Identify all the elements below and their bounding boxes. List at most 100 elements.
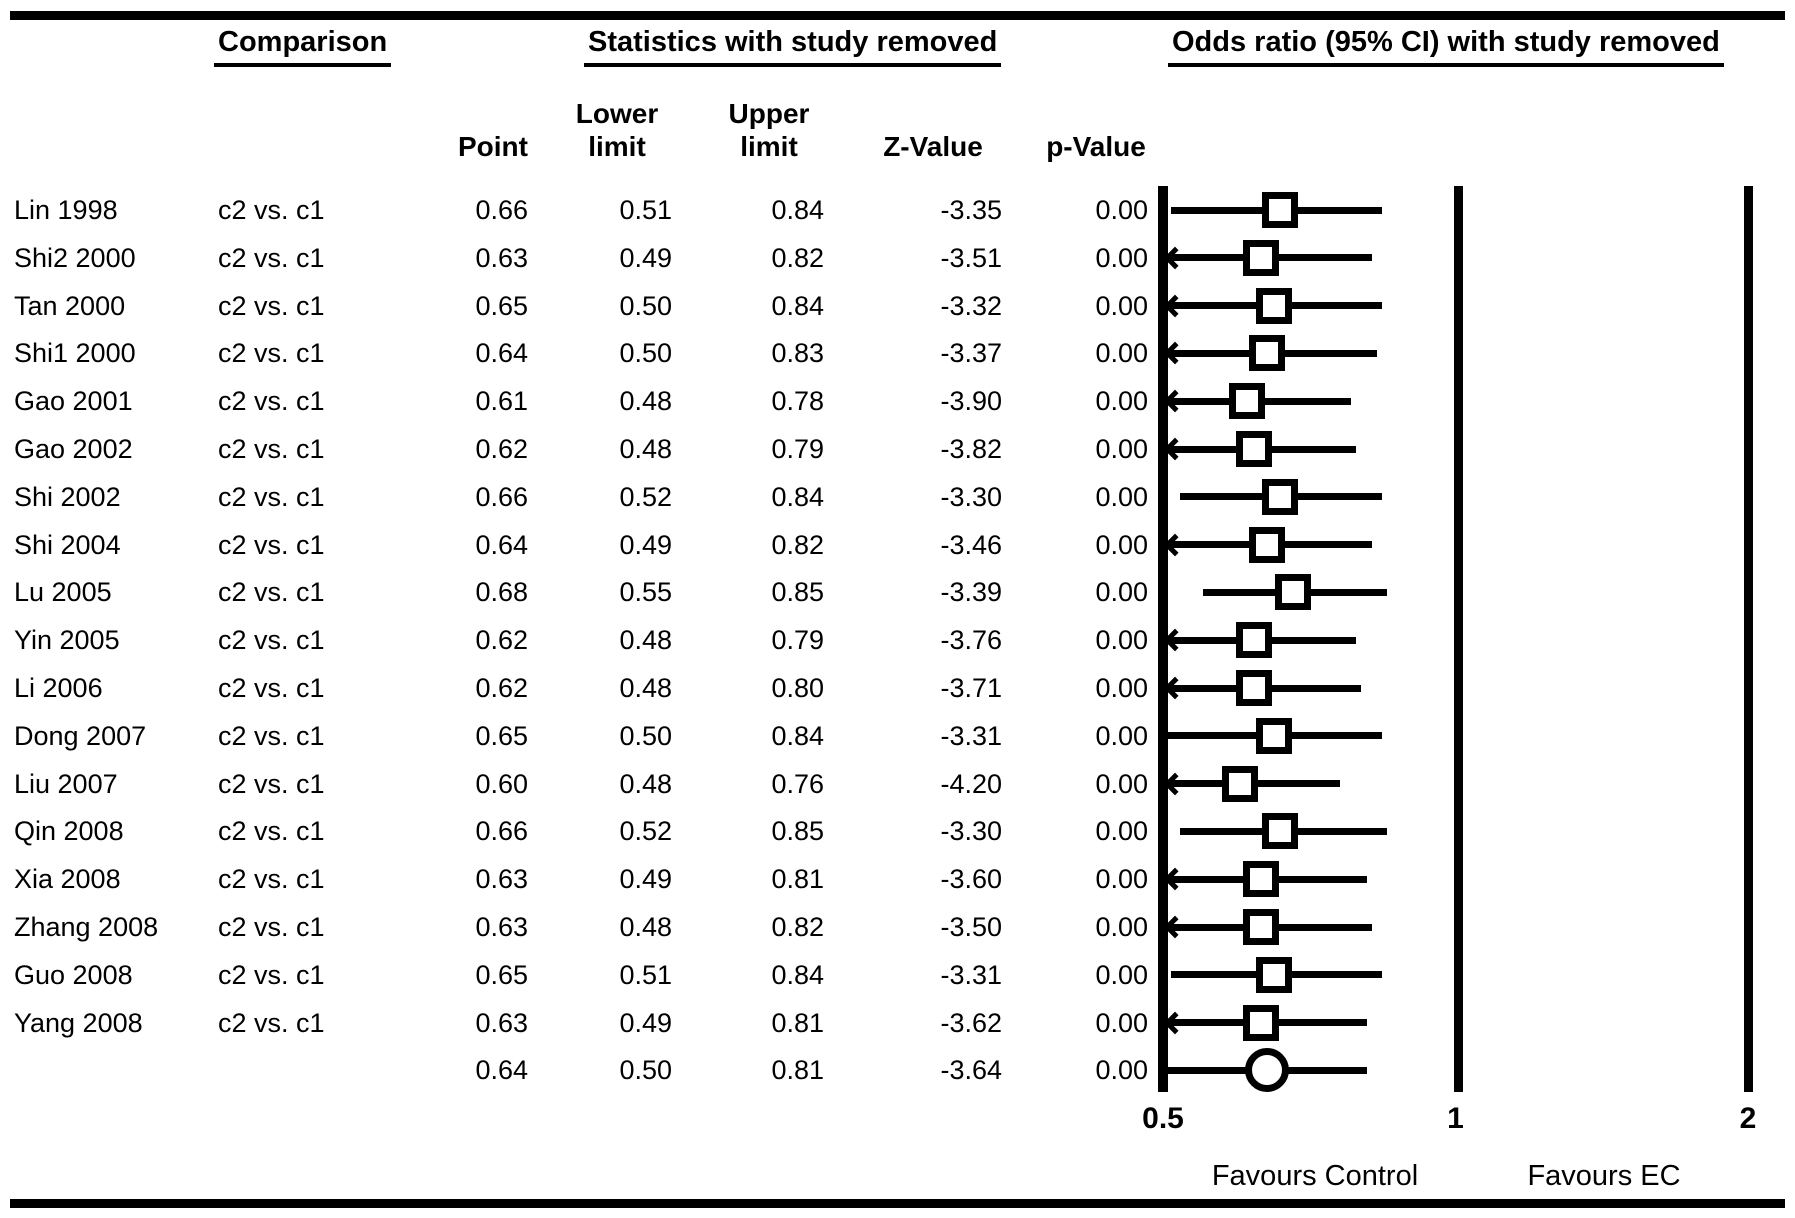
z-value: -3.30 xyxy=(940,816,1002,847)
lower-limit-value: 0.48 xyxy=(619,912,672,942)
upper-limit-value: 0.79 xyxy=(771,625,824,656)
statistics-group-header: Statistics with study removed xyxy=(584,26,1002,67)
study-label: Shi1 2000 xyxy=(14,338,136,369)
point-value: 0.63 xyxy=(475,912,528,942)
lower-limit-value: 0.50 xyxy=(619,720,672,751)
or-square-marker xyxy=(1235,622,1272,659)
study-label: Yang 2008 xyxy=(14,1007,143,1038)
p-value: 0.00 xyxy=(1095,338,1148,369)
lower-limit-line1: Lower xyxy=(575,98,659,129)
z-value: -3.31 xyxy=(940,959,1002,990)
point-value: 0.63 xyxy=(475,1007,528,1038)
comparison-label: c2 vs. c1 xyxy=(218,959,325,990)
or-square-marker xyxy=(1255,287,1292,324)
z-value: -4.20 xyxy=(940,768,1002,799)
upper-limit-value: 0.81 xyxy=(771,864,824,895)
or-square-marker xyxy=(1274,574,1311,611)
z-value: -3.51 xyxy=(940,242,1002,273)
or-square-marker xyxy=(1221,765,1258,802)
lower-limit-line2: limit xyxy=(588,131,646,162)
lower-limit-value: 0.48 xyxy=(619,434,672,464)
or-square-marker xyxy=(1242,861,1279,898)
study-label: Shi 2004 xyxy=(14,529,121,560)
p-value: 0.00 xyxy=(1095,673,1148,703)
z-value: -3.31 xyxy=(940,720,1002,751)
study-label: Guo 2008 xyxy=(14,959,133,990)
comparison-label: c2 vs. c1 xyxy=(218,434,325,464)
or-square-marker xyxy=(1242,239,1279,276)
upper-limit-value: 0.84 xyxy=(771,481,824,512)
lower-limit-value: 0.48 xyxy=(619,673,672,703)
point-value: 0.64 xyxy=(475,529,528,560)
p-value: 0.00 xyxy=(1095,1007,1148,1038)
lower-limit-value: 0.48 xyxy=(619,625,672,656)
comparison-label: c2 vs. c1 xyxy=(218,816,325,847)
point-value: 0.64 xyxy=(475,1055,528,1086)
study-label: Shi 2002 xyxy=(14,481,121,512)
column-header-upper-limit: Upper limit xyxy=(704,97,834,163)
point-value: 0.64 xyxy=(475,338,528,369)
upper-limit-line2: limit xyxy=(740,131,798,162)
comparison-group-header: Comparison xyxy=(214,26,392,67)
or-square-marker xyxy=(1262,192,1299,228)
upper-limit-value: 0.84 xyxy=(771,290,824,321)
study-label: Li 2006 xyxy=(14,673,103,703)
lower-limit-value: 0.52 xyxy=(619,481,672,512)
p-value: 0.00 xyxy=(1095,529,1148,560)
lower-limit-value: 0.51 xyxy=(619,195,672,225)
or-square-marker xyxy=(1235,670,1272,706)
or-square-marker xyxy=(1255,717,1292,754)
z-value: -3.39 xyxy=(940,577,1002,608)
summary-circle-marker xyxy=(1245,1048,1290,1093)
study-label: Qin 2008 xyxy=(14,816,124,847)
z-value: -3.64 xyxy=(940,1055,1002,1086)
axis-tick-label: 1 xyxy=(1447,1102,1464,1135)
p-value: 0.00 xyxy=(1095,912,1148,942)
upper-limit-value: 0.76 xyxy=(771,768,824,799)
bottom-rule xyxy=(10,1199,1785,1208)
or-square-marker xyxy=(1228,383,1265,420)
study-label: Yin 2005 xyxy=(14,625,120,656)
point-value: 0.63 xyxy=(475,864,528,895)
column-header-z-value: Z-Value xyxy=(883,131,983,162)
z-value: -3.46 xyxy=(940,529,1002,560)
upper-limit-value: 0.80 xyxy=(771,673,824,703)
point-value: 0.63 xyxy=(475,242,528,273)
lower-limit-value: 0.51 xyxy=(619,959,672,990)
comparison-label: c2 vs. c1 xyxy=(218,481,325,512)
lower-limit-value: 0.49 xyxy=(619,864,672,895)
or-square-marker xyxy=(1262,813,1299,850)
z-value: -3.37 xyxy=(940,338,1002,369)
lower-limit-value: 0.50 xyxy=(619,290,672,321)
lower-limit-value: 0.50 xyxy=(619,1055,672,1086)
comparison-label: c2 vs. c1 xyxy=(218,720,325,751)
point-value: 0.62 xyxy=(475,625,528,656)
odds-ratio-group-header: Odds ratio (95% CI) with study removed xyxy=(1168,26,1724,67)
point-value: 0.65 xyxy=(475,959,528,990)
p-value: 0.00 xyxy=(1095,481,1148,512)
z-value: -3.50 xyxy=(940,912,1002,942)
upper-limit-value: 0.82 xyxy=(771,529,824,560)
z-value: -3.82 xyxy=(940,434,1002,464)
point-value: 0.66 xyxy=(475,816,528,847)
lower-limit-value: 0.49 xyxy=(619,529,672,560)
z-value: -3.35 xyxy=(940,195,1002,225)
point-value: 0.62 xyxy=(475,673,528,703)
lower-limit-value: 0.55 xyxy=(619,577,672,608)
axis-tick-label: 0.5 xyxy=(1142,1102,1184,1135)
or-square-marker xyxy=(1235,431,1272,467)
top-rule xyxy=(10,11,1785,20)
point-value: 0.65 xyxy=(475,720,528,751)
lower-limit-value: 0.48 xyxy=(619,768,672,799)
z-value: -3.60 xyxy=(940,864,1002,895)
comparison-label: c2 vs. c1 xyxy=(218,1007,325,1038)
study-label: Dong 2007 xyxy=(14,720,147,751)
comparison-label: c2 vs. c1 xyxy=(218,386,325,417)
upper-limit-value: 0.83 xyxy=(771,338,824,369)
point-value: 0.60 xyxy=(475,768,528,799)
upper-limit-value: 0.82 xyxy=(771,242,824,273)
upper-limit-value: 0.81 xyxy=(771,1055,824,1086)
column-header-lower-limit: Lower limit xyxy=(552,97,682,163)
p-value: 0.00 xyxy=(1095,242,1148,273)
